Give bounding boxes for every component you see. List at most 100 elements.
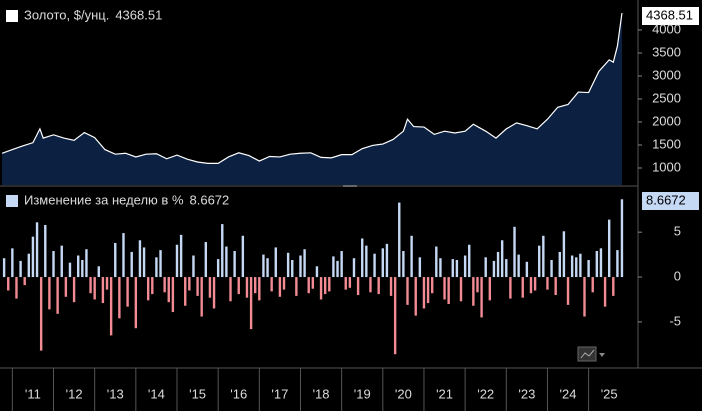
change-bar	[188, 277, 191, 291]
change-bar	[64, 277, 68, 297]
change-bar	[93, 277, 96, 300]
change-bar	[39, 277, 43, 351]
y-tick-label: 4000	[652, 21, 681, 36]
x-tick-label: '21	[436, 386, 453, 401]
change-bar	[151, 277, 154, 295]
change-bar	[286, 252, 290, 278]
x-tick-label: '17	[271, 386, 288, 401]
change-bar	[11, 248, 14, 278]
chart-type-button[interactable]	[577, 346, 605, 362]
change-bar	[492, 260, 496, 278]
change-bar	[361, 238, 364, 278]
change-bar	[570, 255, 574, 278]
change-bar	[509, 277, 512, 299]
change-bar	[307, 277, 310, 294]
change-bar	[19, 260, 22, 278]
change-bar	[599, 248, 603, 278]
change-bar	[56, 277, 59, 314]
change-bar	[229, 277, 232, 302]
x-tick-label: '22	[477, 386, 494, 401]
change-bar	[89, 277, 92, 294]
change-bar	[311, 277, 315, 289]
change-bar	[484, 257, 487, 278]
change-bar	[414, 277, 417, 316]
change-bar	[521, 277, 524, 298]
change-bar	[118, 277, 121, 319]
change-bar	[258, 277, 261, 301]
change-bar	[167, 277, 170, 303]
change-bar	[472, 277, 475, 306]
last-value-label: 8.6672	[646, 192, 686, 207]
change-bar	[204, 242, 208, 278]
change-bar	[241, 235, 245, 278]
change-bar	[546, 277, 549, 290]
change-bar	[60, 245, 63, 278]
change-bar	[554, 277, 557, 295]
change-bar	[538, 245, 541, 278]
change-bar	[332, 256, 335, 278]
change-bar	[212, 277, 216, 309]
change-bar	[146, 277, 150, 301]
change-bar	[15, 277, 18, 299]
x-tick-label: '25	[601, 386, 618, 401]
change-bar	[142, 247, 146, 278]
change-bar	[517, 254, 520, 278]
y-tick-label: -5	[669, 313, 681, 328]
change-bar	[443, 277, 446, 300]
change-bar	[163, 277, 166, 293]
change-bar	[426, 277, 430, 304]
change-bar	[607, 219, 611, 278]
change-bar	[266, 258, 269, 278]
change-bar	[126, 277, 129, 307]
change-bar	[451, 259, 454, 278]
change-bar	[468, 244, 471, 278]
change-bar	[336, 260, 339, 278]
legend-label: Золото, $/унц.	[24, 7, 109, 22]
change-bar	[114, 242, 117, 278]
change-bar	[295, 277, 298, 296]
change-bar	[299, 255, 302, 278]
change-bar	[278, 277, 282, 297]
change-bar	[122, 233, 125, 278]
change-bar	[500, 240, 504, 278]
x-tick-label: '20	[395, 386, 412, 401]
y-tick-label: 2500	[652, 90, 681, 105]
x-tick-label: '13	[107, 386, 124, 401]
change-bar	[328, 277, 331, 292]
change-bar	[233, 251, 236, 278]
change-bar	[130, 251, 133, 278]
x-tick-label: '12	[66, 386, 83, 401]
price-area	[2, 13, 622, 186]
change-bar	[435, 246, 438, 278]
change-bar	[447, 277, 450, 304]
last-value-tag	[642, 7, 699, 25]
change-bar	[463, 255, 467, 278]
legend-value: 4368.51	[115, 7, 162, 22]
price-line	[1, 12, 623, 164]
change-bar	[398, 202, 401, 278]
change-bar	[7, 277, 10, 291]
change-bar	[249, 277, 253, 330]
change-bar	[455, 260, 459, 278]
change-bar	[542, 235, 545, 278]
change-bar	[352, 258, 356, 278]
change-bar	[155, 257, 158, 278]
change-bar	[480, 277, 483, 318]
change-bar	[35, 222, 39, 278]
change-bar	[44, 225, 47, 278]
legend-swatch	[6, 10, 18, 22]
change-bar	[52, 251, 55, 278]
change-bar	[583, 277, 586, 317]
change-bar	[418, 257, 422, 278]
change-bar	[31, 236, 35, 278]
change-bar	[603, 277, 607, 307]
y-tick-label: 1000	[652, 159, 681, 174]
change-bar	[85, 249, 88, 278]
change-bar	[439, 258, 442, 278]
change-bar	[179, 234, 183, 278]
change-bar	[566, 277, 570, 305]
change-bar	[216, 259, 220, 278]
change-bar	[381, 248, 384, 278]
change-bar	[488, 277, 492, 301]
